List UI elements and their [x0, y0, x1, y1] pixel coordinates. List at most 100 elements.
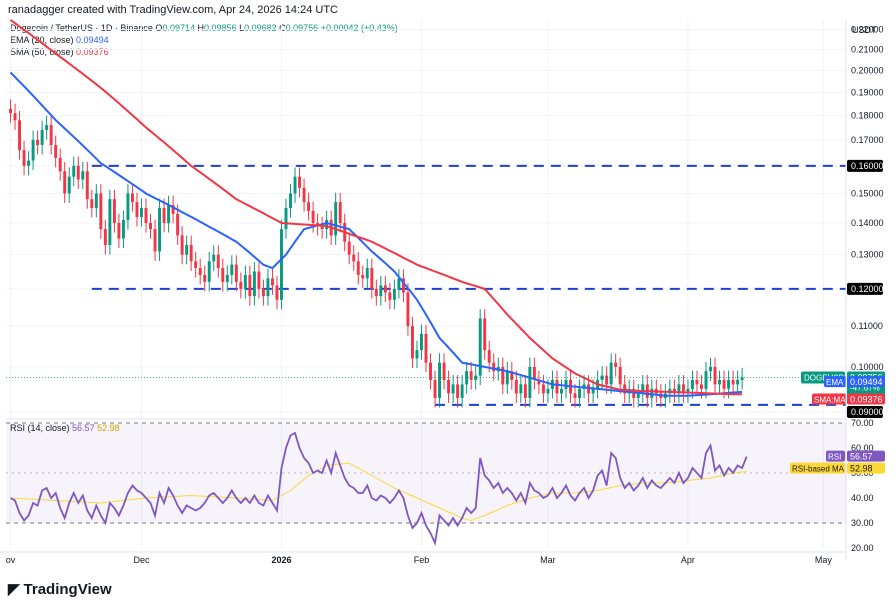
candle-body — [22, 150, 26, 166]
ema-axis-value: 0.09494 — [850, 377, 883, 387]
candle-body — [356, 261, 360, 275]
candle-body — [90, 199, 94, 208]
level-label-bg — [847, 282, 883, 295]
sma-axis-value: 0.09376 — [850, 394, 883, 404]
candle-body — [45, 125, 49, 130]
candle-body — [198, 268, 202, 275]
candle-body — [456, 384, 460, 398]
level-label: 0.09000 — [851, 407, 884, 417]
rsi-value-bg — [847, 450, 885, 462]
candle-body — [135, 202, 139, 217]
price-tick-label: 0.13000 — [851, 250, 884, 260]
candle-body — [605, 375, 609, 385]
candle-body — [280, 229, 283, 300]
candle-body — [162, 207, 166, 223]
candle-body — [307, 202, 311, 211]
sma-line — [9, 19, 743, 396]
candle-body — [40, 129, 44, 145]
price-tick-label: 0.17000 — [851, 135, 884, 145]
candle-body — [13, 113, 17, 121]
candle-body — [31, 139, 35, 161]
candle-body — [257, 271, 261, 289]
candle-body — [388, 292, 392, 300]
candle-body — [478, 318, 482, 376]
legend-symbol[interactable]: Dogecoin / TetherUS · 1D · Binance — [10, 23, 153, 33]
candle-body — [401, 278, 405, 293]
candle-body — [189, 244, 193, 262]
candle-body — [207, 261, 211, 282]
candle-body — [112, 199, 116, 223]
candle-body — [560, 388, 563, 394]
candle-body — [239, 281, 243, 289]
rsi-ma-tag: RSI-based MA — [792, 465, 845, 474]
candle-body — [9, 108, 12, 114]
candle-body — [266, 278, 270, 297]
legend-o-label: O — [155, 23, 163, 33]
candle-body — [216, 254, 220, 269]
candle-body — [54, 144, 58, 158]
candle-body — [392, 288, 396, 300]
candle-body — [379, 285, 383, 297]
rsi-tick-label: 70.00 — [851, 418, 874, 428]
candle-body — [519, 384, 523, 394]
candle-body — [334, 202, 338, 236]
ema-tag: EMA — [826, 378, 844, 387]
legend-change: +0.00042 (+0.43%) — [320, 23, 398, 33]
candle-body — [284, 207, 288, 230]
candle-body — [528, 366, 532, 398]
candle-body — [713, 366, 717, 385]
tradingview-logo[interactable]: ◤ TradingView — [8, 580, 112, 598]
legend-sma-value: 0.09376 — [76, 47, 109, 57]
candle-body — [261, 288, 265, 297]
candle-body — [72, 165, 76, 177]
legend-row-symbol: Dogecoin / TetherUS · 1D · Binance O0.09… — [10, 22, 398, 34]
candle-body — [36, 139, 40, 145]
time-tick-label: Feb — [414, 555, 430, 565]
candle-body — [81, 171, 85, 180]
candle-body — [365, 268, 369, 279]
candle-body — [641, 384, 645, 394]
rsi-tick-label: 30.00 — [851, 518, 874, 528]
legend-row-sma[interactable]: SMA (50, close) 0.09376 — [10, 46, 398, 58]
candle-body — [76, 165, 80, 180]
candle-body — [234, 264, 238, 282]
candle-body — [555, 379, 559, 394]
candle-body — [374, 288, 378, 297]
price-tick-label: 0.19000 — [851, 87, 884, 97]
candle-body — [600, 375, 604, 380]
candle-body — [221, 268, 225, 282]
legend-l-label: L — [239, 23, 245, 33]
price-tick-label: 0.11000 — [851, 321, 883, 331]
legend-o-value: 0.09714 — [162, 23, 195, 33]
candle-body — [103, 229, 107, 245]
candle-body — [311, 210, 315, 223]
candle-body — [686, 388, 690, 394]
rsi-legend[interactable]: RSI (14, close) 56.57 52.98 — [10, 423, 120, 433]
candle-body — [85, 171, 89, 200]
candle-body — [171, 205, 175, 214]
candle-body — [537, 379, 541, 385]
candle-body — [58, 157, 62, 172]
legend-row-ema[interactable]: EMA (20, close) 0.09494 — [10, 34, 398, 46]
candle-body — [740, 377, 744, 380]
candle-body — [298, 176, 302, 188]
candle-body — [564, 379, 568, 389]
ma-value-bg — [847, 376, 885, 388]
candle-body — [731, 379, 735, 385]
rsi-tick-label: 60.00 — [851, 443, 874, 453]
candle-body — [690, 379, 694, 389]
rsi-ma-value-bg — [847, 462, 885, 474]
candle-body — [94, 193, 98, 208]
price-tick-label: 0.20000 — [851, 65, 884, 75]
candle-body — [591, 388, 595, 394]
candle-body — [618, 366, 622, 385]
rsi-tick-label: 40.00 — [851, 493, 874, 503]
rsi-tick-label: 20.00 — [851, 543, 874, 553]
price-tick-label: 0.15000 — [851, 188, 884, 198]
candle-body — [636, 393, 640, 398]
candle-body — [270, 278, 274, 286]
candle-body — [243, 274, 247, 289]
candle-body — [167, 205, 171, 223]
candle-body — [483, 318, 487, 351]
